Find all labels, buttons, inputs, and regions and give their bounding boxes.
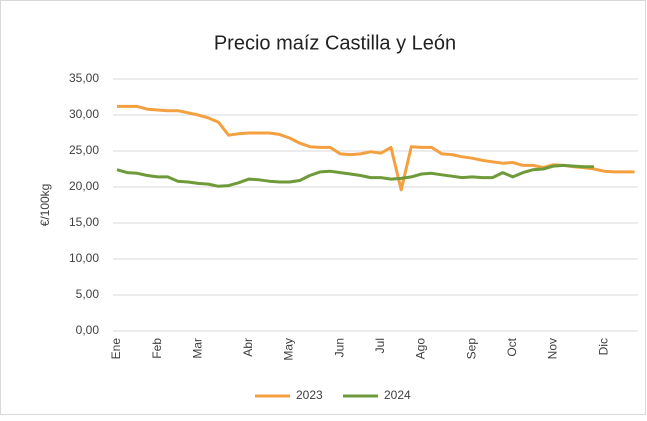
y-tick-label: 25,00 [69, 143, 99, 157]
chart-title: Precio maíz Castilla y León [214, 32, 456, 54]
x-tick-label: May [282, 338, 296, 361]
x-tick-label: Jun [332, 338, 346, 357]
y-tick-label: 0,00 [76, 323, 100, 337]
y-tick-label: 20,00 [69, 179, 99, 193]
legend-label: 2024 [384, 388, 411, 402]
y-tick-label: 5,00 [76, 287, 100, 301]
x-tick-label: Oct [505, 337, 519, 356]
y-tick-label: 30,00 [69, 107, 99, 121]
x-tick-label: Ago [414, 338, 428, 360]
x-tick-label: Nov [546, 338, 560, 359]
y-tick-label: 35,00 [69, 71, 99, 85]
y-tick-label: 10,00 [69, 251, 99, 265]
x-tick-label: Sep [464, 338, 478, 360]
x-tick-label: Feb [150, 338, 164, 359]
y-axis-label: €/100kg [38, 184, 52, 227]
x-tick-label: Jul [373, 338, 387, 353]
x-tick-label: Ene [109, 338, 123, 360]
series-line [116, 163, 594, 188]
x-tick-label: Dic [596, 338, 610, 355]
x-tick-label: Abr [241, 338, 255, 357]
x-tick-label: Mar [190, 338, 204, 359]
y-tick-label: 15,00 [69, 215, 99, 229]
legend-label: 2023 [296, 388, 323, 402]
